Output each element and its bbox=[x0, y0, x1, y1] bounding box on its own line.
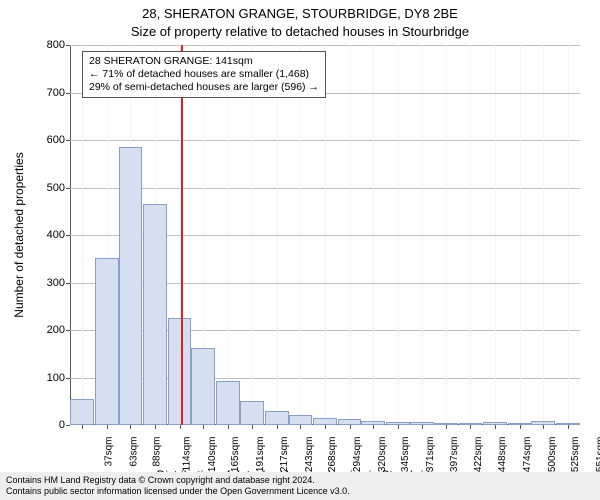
y-tick-mark bbox=[66, 93, 70, 94]
title-line1: 28, SHERATON GRANGE, STOURBRIDGE, DY8 2B… bbox=[0, 6, 600, 21]
x-tick-label: 63sqm bbox=[128, 437, 139, 467]
footer-line2: Contains public sector information licen… bbox=[6, 486, 594, 497]
x-tick-mark bbox=[446, 425, 447, 429]
grid-line-v bbox=[470, 45, 471, 425]
reference-line bbox=[181, 45, 183, 425]
x-tick-mark bbox=[422, 425, 423, 429]
x-tick-mark bbox=[398, 425, 399, 429]
y-tick-mark bbox=[66, 283, 70, 284]
grid-line-v bbox=[568, 45, 569, 425]
y-axis-label: Number of detached properties bbox=[12, 152, 26, 317]
x-tick-mark bbox=[82, 425, 83, 429]
x-tick-label: 371sqm bbox=[425, 437, 436, 473]
x-tick-label: 345sqm bbox=[400, 437, 411, 473]
annotation-box: 28 SHERATON GRANGE: 141sqm← 71% of detac… bbox=[82, 51, 326, 98]
grid-line-v bbox=[495, 45, 496, 425]
y-tick-label: 0 bbox=[35, 419, 65, 431]
footer-line1: Contains HM Land Registry data © Crown c… bbox=[6, 475, 594, 486]
x-tick-mark bbox=[495, 425, 496, 429]
x-tick-label: 191sqm bbox=[255, 437, 266, 473]
x-tick-label: 320sqm bbox=[377, 437, 388, 473]
x-tick-mark bbox=[325, 425, 326, 429]
y-tick-label: 500 bbox=[35, 182, 65, 194]
x-tick-mark bbox=[130, 425, 131, 429]
histogram-bar bbox=[265, 411, 289, 425]
y-tick-mark bbox=[66, 235, 70, 236]
y-tick-mark bbox=[66, 188, 70, 189]
grid-line-v bbox=[277, 45, 278, 425]
grid-line-v bbox=[325, 45, 326, 425]
x-tick-mark bbox=[277, 425, 278, 429]
y-tick-label: 100 bbox=[35, 372, 65, 384]
x-tick-label: 294sqm bbox=[352, 437, 363, 473]
x-tick-mark bbox=[228, 425, 229, 429]
y-tick-label: 800 bbox=[35, 39, 65, 51]
y-tick-label: 400 bbox=[35, 229, 65, 241]
grid-line-v bbox=[446, 45, 447, 425]
grid-line-v bbox=[82, 45, 83, 425]
grid-line-v bbox=[543, 45, 544, 425]
grid-line-v bbox=[422, 45, 423, 425]
histogram-bar bbox=[313, 418, 337, 425]
histogram-bar bbox=[191, 348, 215, 425]
title-line2: Size of property relative to detached ho… bbox=[0, 24, 600, 39]
histogram-bar bbox=[240, 401, 264, 425]
grid-line-v bbox=[300, 45, 301, 425]
x-tick-label: 525sqm bbox=[570, 437, 581, 473]
y-tick-label: 600 bbox=[35, 134, 65, 146]
x-tick-label: 140sqm bbox=[207, 437, 218, 473]
annotation-line-1: 28 SHERATON GRANGE: 141sqm bbox=[89, 55, 319, 68]
y-tick-mark bbox=[66, 45, 70, 46]
x-tick-label: 268sqm bbox=[328, 437, 339, 473]
x-tick-label: 448sqm bbox=[498, 437, 509, 473]
histogram-bar bbox=[216, 381, 240, 425]
x-tick-mark bbox=[373, 425, 374, 429]
x-tick-mark bbox=[520, 425, 521, 429]
x-tick-label: 37sqm bbox=[104, 437, 115, 467]
x-tick-mark bbox=[300, 425, 301, 429]
x-tick-label: 114sqm bbox=[181, 437, 192, 472]
attribution-footer: Contains HM Land Registry data © Crown c… bbox=[0, 472, 600, 500]
grid-line-v bbox=[520, 45, 521, 425]
chart-container: 28, SHERATON GRANGE, STOURBRIDGE, DY8 2B… bbox=[0, 0, 600, 500]
y-tick-mark bbox=[66, 330, 70, 331]
histogram-bar bbox=[289, 415, 313, 425]
x-tick-mark bbox=[252, 425, 253, 429]
grid-line-v bbox=[373, 45, 374, 425]
grid-line-v bbox=[252, 45, 253, 425]
x-tick-mark bbox=[107, 425, 108, 429]
annotation-line-3: 29% of semi-detached houses are larger (… bbox=[89, 81, 319, 94]
y-tick-label: 300 bbox=[35, 277, 65, 289]
x-tick-label: 88sqm bbox=[152, 437, 163, 467]
y-tick-mark bbox=[66, 378, 70, 379]
grid-line-v bbox=[350, 45, 351, 425]
plot-area: 28 SHERATON GRANGE: 141sqm← 71% of detac… bbox=[70, 45, 580, 425]
y-tick-mark bbox=[66, 425, 70, 426]
x-tick-label: 474sqm bbox=[522, 437, 533, 473]
y-tick-label: 700 bbox=[35, 87, 65, 99]
histogram-bar bbox=[70, 399, 94, 425]
x-tick-mark bbox=[543, 425, 544, 429]
x-tick-label: 243sqm bbox=[304, 437, 315, 473]
x-tick-mark bbox=[470, 425, 471, 429]
grid-line-v bbox=[228, 45, 229, 425]
x-tick-label: 500sqm bbox=[547, 437, 558, 473]
x-tick-mark bbox=[155, 425, 156, 429]
grid-line-v bbox=[398, 45, 399, 425]
x-tick-label: 165sqm bbox=[230, 437, 241, 473]
x-tick-label: 422sqm bbox=[473, 437, 484, 473]
y-tick-label: 200 bbox=[35, 324, 65, 336]
x-tick-mark bbox=[350, 425, 351, 429]
histogram-bar bbox=[143, 204, 167, 425]
y-tick-mark bbox=[66, 140, 70, 141]
x-tick-label: 551sqm bbox=[595, 437, 600, 473]
x-tick-mark bbox=[203, 425, 204, 429]
x-tick-mark bbox=[568, 425, 569, 429]
x-tick-mark bbox=[180, 425, 181, 429]
annotation-line-2: ← 71% of detached houses are smaller (1,… bbox=[89, 68, 319, 81]
histogram-bar bbox=[119, 147, 143, 425]
x-tick-label: 217sqm bbox=[279, 437, 290, 473]
x-tick-label: 397sqm bbox=[449, 437, 460, 473]
histogram-bar bbox=[95, 258, 119, 425]
